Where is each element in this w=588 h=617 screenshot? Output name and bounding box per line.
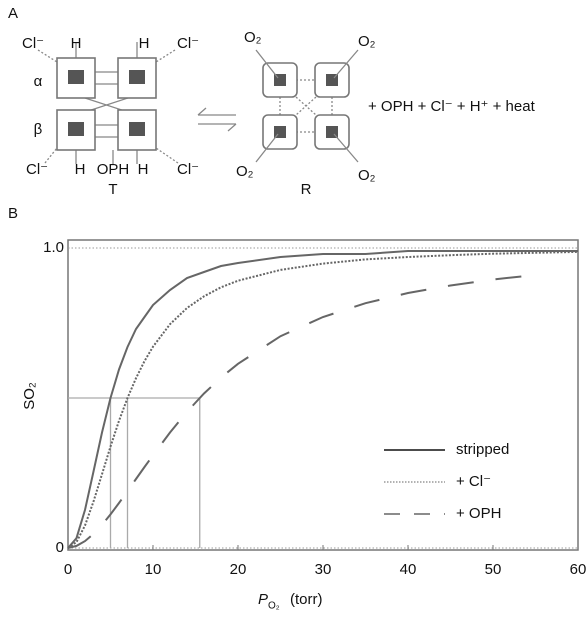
chloride: Cl⁻ <box>26 161 48 178</box>
bond <box>255 133 279 163</box>
y-tick-label: 1.0 <box>43 239 64 256</box>
bond <box>155 49 176 63</box>
data-line <box>67 274 536 549</box>
legend-label: + Cl⁻ <box>456 473 491 490</box>
chloride: Cl⁻ <box>177 35 199 52</box>
x-tick-label: 60 <box>570 561 587 578</box>
y-tick-label: 0 <box>56 539 64 556</box>
panel-b: B SO₂ P O₂ (torr) 0 1.0 0 10 20 30 40 50 60 strip… <box>8 205 586 612</box>
arrow <box>197 107 236 116</box>
oxygen: O₂ <box>244 29 262 46</box>
data-line <box>67 250 579 549</box>
proton: H <box>139 35 150 52</box>
proton: H <box>71 35 82 52</box>
chloride: Cl⁻ <box>177 161 199 178</box>
plot-frame <box>67 239 579 551</box>
arrow <box>198 123 237 132</box>
bond <box>295 96 317 116</box>
x-tick-label: 20 <box>230 561 247 578</box>
y-axis-label: SO₂ <box>21 382 38 410</box>
x-tick-label: 40 <box>400 561 417 578</box>
proton: H <box>75 161 86 178</box>
oph-label: OPH <box>97 161 130 178</box>
products: + OPH + Cl⁻ + H⁺ + heat <box>368 98 536 115</box>
beta-label: β <box>34 121 43 138</box>
x-axis-label-unit: (torr) <box>290 591 323 608</box>
panel-a: A Cl⁻ Cl⁻ Cl⁻ Cl⁻ H H H H α β OPH <box>8 5 536 198</box>
oxygen: O₂ <box>236 163 254 180</box>
x-tick-label: 50 <box>485 561 502 578</box>
x-tick-label: 30 <box>315 561 332 578</box>
state-label: T <box>108 181 117 198</box>
panel-label: B <box>8 205 18 222</box>
heme <box>129 122 145 136</box>
proton: H <box>138 161 149 178</box>
panel-label: A <box>8 5 18 22</box>
bond <box>333 133 359 163</box>
state-label: R <box>301 181 312 198</box>
oxygen: O₂ <box>358 33 376 50</box>
bond <box>44 147 58 164</box>
legend-label: + OPH <box>456 505 501 522</box>
x-axis-label-subscript: O₂ <box>268 601 280 612</box>
heme <box>68 70 84 84</box>
x-tick-label: 0 <box>64 561 72 578</box>
bond <box>155 147 179 164</box>
bond <box>333 49 359 79</box>
bond <box>255 49 279 79</box>
heme <box>68 122 84 136</box>
x-tick-label: 10 <box>145 561 162 578</box>
x-axis-label-symbol: P <box>258 591 268 608</box>
data-line <box>67 250 578 549</box>
chloride: Cl⁻ <box>22 35 44 52</box>
heme <box>129 70 145 84</box>
legend-label: stripped <box>456 441 509 458</box>
oxygen: O₂ <box>358 167 376 184</box>
alpha-label: α <box>34 73 43 90</box>
